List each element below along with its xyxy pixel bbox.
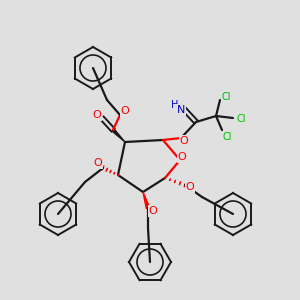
Text: O: O <box>186 182 194 192</box>
Text: H: H <box>171 100 179 110</box>
Polygon shape <box>112 129 125 142</box>
Text: O: O <box>94 158 102 168</box>
Text: O: O <box>93 110 101 120</box>
Polygon shape <box>143 192 150 208</box>
Text: N: N <box>177 105 185 115</box>
Text: Cl: Cl <box>221 92 231 102</box>
Text: O: O <box>148 206 158 216</box>
Text: Cl: Cl <box>236 114 246 124</box>
Text: O: O <box>178 152 186 162</box>
Text: O: O <box>121 106 129 116</box>
Text: O: O <box>180 136 188 146</box>
Text: Cl: Cl <box>222 132 232 142</box>
